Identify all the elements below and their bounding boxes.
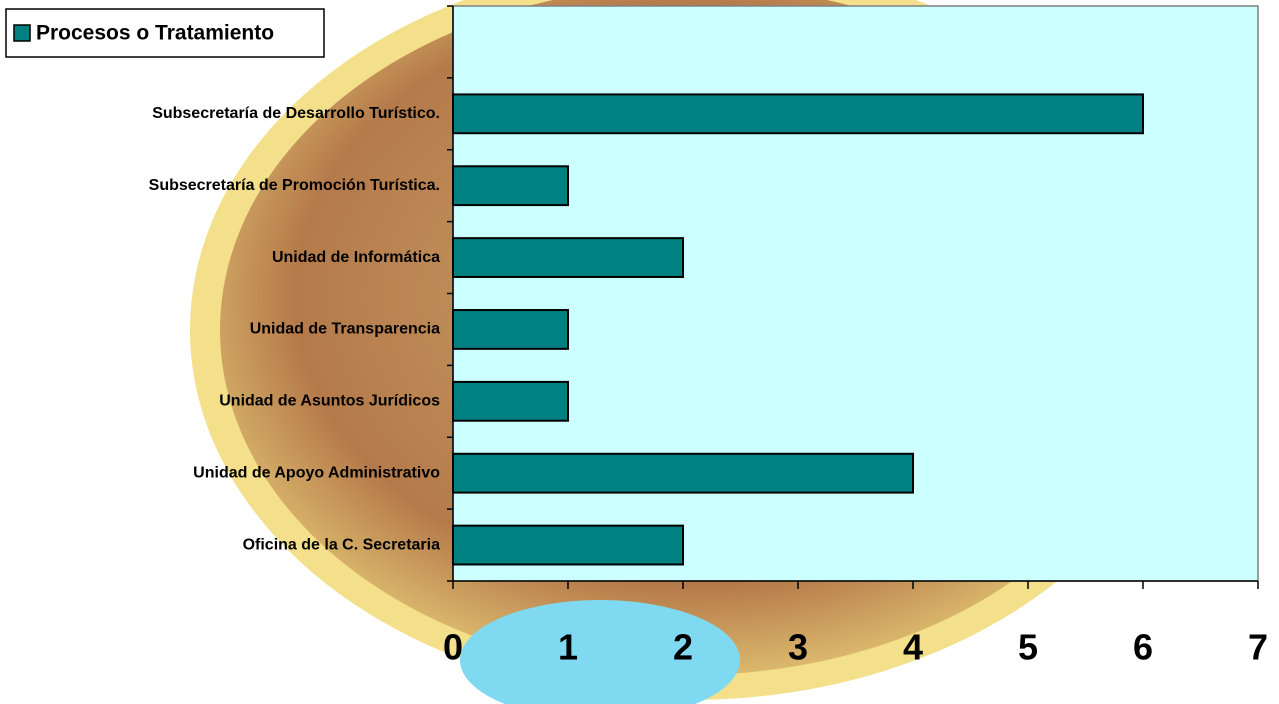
bar [452, 237, 684, 278]
category-label: Unidad de Transparencia [250, 321, 440, 338]
category-label: Unidad de Informática [272, 249, 440, 266]
category-label: Oficina de la C. Secretaria [243, 536, 441, 553]
bar [452, 380, 569, 422]
x-tick-label: 7 [1248, 627, 1268, 668]
x-tick-label: 0 [443, 627, 463, 668]
legend: Procesos o Tratamiento [5, 8, 325, 58]
x-tick-label: 1 [558, 627, 578, 668]
legend-label: Procesos o Tratamiento [36, 22, 274, 45]
legend-swatch [13, 24, 31, 42]
category-label: Subsecretaría de Promoción Turística. [149, 177, 440, 194]
bar [452, 93, 1144, 135]
x-tick-label: 2 [673, 627, 693, 668]
plot-area [452, 5, 1259, 582]
category-label: Unidad de Apoyo Administrativo [193, 464, 440, 481]
bar [452, 165, 569, 207]
x-tick-label: 4 [903, 627, 923, 668]
legend-box [5, 8, 325, 58]
bar [452, 309, 569, 350]
x-tick-label: 3 [788, 627, 808, 668]
category-label: Unidad de Asuntos Jurídicos [219, 393, 440, 410]
x-tick-label: 5 [1018, 627, 1038, 668]
bar [452, 524, 684, 566]
bar [452, 452, 914, 494]
category-label: Subsecretaría de Desarrollo Turístico. [152, 105, 440, 122]
x-tick-label: 6 [1133, 627, 1153, 668]
